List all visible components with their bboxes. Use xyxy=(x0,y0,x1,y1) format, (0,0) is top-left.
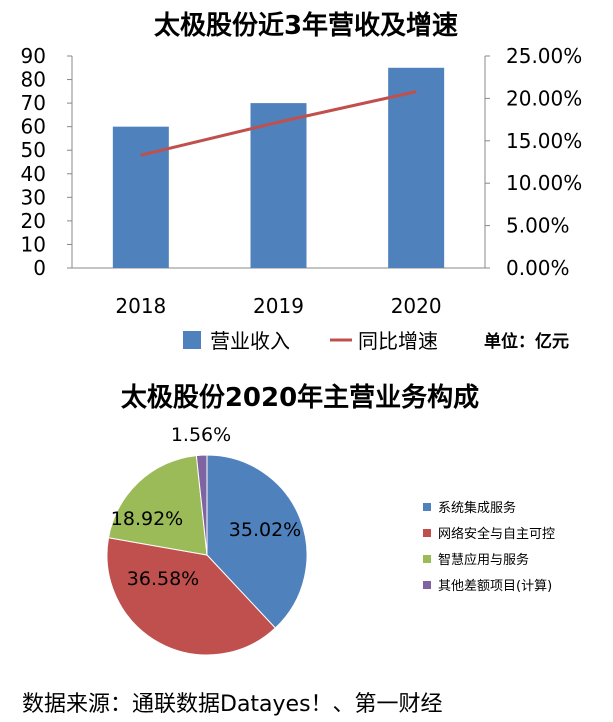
pie-slice xyxy=(106,537,277,656)
x-axis-tick-label: 2020 xyxy=(391,294,442,318)
pie-slice-label: 18.92% xyxy=(111,508,183,530)
pie-slice-label: 1.56% xyxy=(171,424,231,446)
left-axis-tick-label: 0 xyxy=(33,256,46,280)
pie-chart-title: 太极股份2020年主营业务构成 xyxy=(121,382,479,413)
data-source-note: 数据来源：通联数据Datayes！、第一财经 xyxy=(22,692,443,717)
left-axis-tick-label: 90 xyxy=(21,44,46,68)
pie-slice-label: 35.02% xyxy=(229,519,301,541)
left-axis-tick-label: 10 xyxy=(21,232,46,256)
x-axis-tick-label: 2019 xyxy=(253,294,304,318)
revenue-bar xyxy=(112,126,169,269)
growth-point xyxy=(278,121,279,123)
left-axis-tick-label: 60 xyxy=(21,115,46,139)
right-axis-tick-label: 0.00% xyxy=(506,256,570,280)
pie-legend-swatch xyxy=(423,529,431,537)
pie-slices xyxy=(106,454,308,656)
left-axis-tick-label: 40 xyxy=(21,162,46,186)
bar-chart-title: 太极股份近3年营收及增速 xyxy=(154,10,458,41)
revenue-bar xyxy=(250,103,307,268)
pie-slice xyxy=(206,454,308,629)
x-axis-tick-label: 2018 xyxy=(115,294,166,318)
legend-label-revenue: 营业收入 xyxy=(210,329,290,353)
pie-slice-label: 36.58% xyxy=(127,568,199,590)
pie-legend-label: 网络安全与自主可控 xyxy=(438,526,555,542)
pie-legend-label: 其他差额项目(计算) xyxy=(438,579,552,594)
bar-chart-legend: 营业收入 同比增速 单位：亿元 xyxy=(183,329,569,353)
growth-point xyxy=(415,91,417,93)
pie-slice xyxy=(195,454,208,556)
growth-point xyxy=(140,154,142,156)
left-axis-tick-label: 50 xyxy=(21,138,46,162)
pie-labels: 35.02% 36.58% 18.92% 1.56% xyxy=(111,424,301,590)
right-axis-tick-label: 10.00% xyxy=(506,171,582,195)
pie-legend-label: 系统集成服务 xyxy=(438,500,516,516)
legend-label-growth: 同比增速 xyxy=(358,329,438,353)
pie-legend-swatch xyxy=(423,555,431,563)
left-axis-tick-label: 20 xyxy=(21,209,46,233)
legend-swatch-revenue xyxy=(183,331,201,349)
pie-legend-swatch xyxy=(423,503,431,511)
left-axis-tick-label: 70 xyxy=(21,91,46,115)
pie-legend-swatch xyxy=(423,581,431,589)
right-axis-tick-label: 15.00% xyxy=(506,129,582,153)
business-composition-chart: 太极股份2020年主营业务构成 35.02%36.58%18.92%1.56% … xyxy=(106,382,555,656)
left-axis-tick-label: 80 xyxy=(21,68,46,92)
pie-slice xyxy=(107,455,208,556)
right-axis-tick-label: 20.00% xyxy=(506,86,582,110)
unit-note: 单位：亿元 xyxy=(484,331,569,352)
left-axis-tick-label: 30 xyxy=(21,185,46,209)
revenue-bar xyxy=(388,67,445,269)
pie-legend-label: 智慧应用与服务 xyxy=(438,552,529,568)
right-axis-tick-label: 25.00% xyxy=(506,44,582,68)
right-axis-tick-label: 5.00% xyxy=(506,214,570,238)
